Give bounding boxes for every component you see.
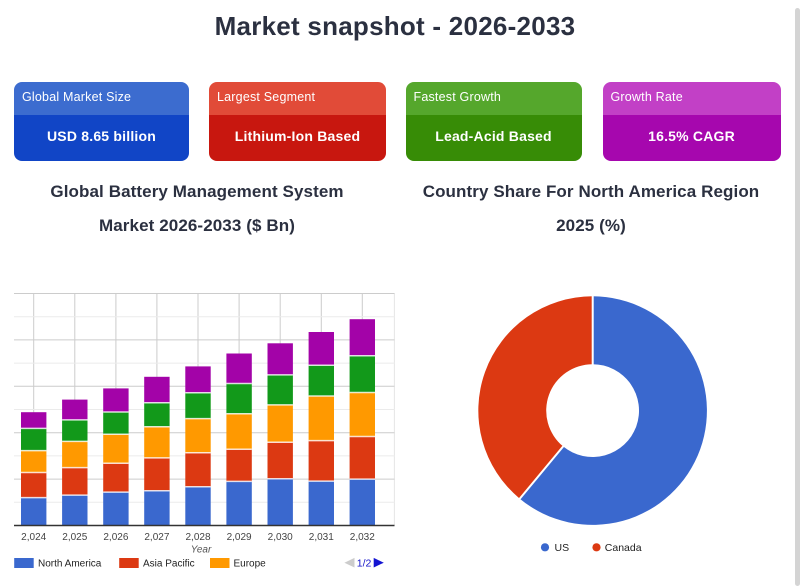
svg-text:Asia Pacific: Asia Pacific	[143, 559, 195, 570]
svg-text:North America: North America	[38, 559, 102, 570]
svg-text:2,032: 2,032	[350, 532, 375, 543]
svg-text:2,028: 2,028	[185, 532, 210, 543]
svg-text:Canada: Canada	[605, 542, 642, 554]
svg-text:2,031: 2,031	[309, 532, 334, 543]
svg-text:Year: Year	[191, 545, 212, 556]
svg-text:2,026: 2,026	[103, 532, 128, 543]
svg-text:2,024: 2,024	[21, 532, 46, 543]
svg-text:2,029: 2,029	[227, 532, 252, 543]
svg-text:Europe: Europe	[234, 559, 267, 570]
svg-text:2,030: 2,030	[268, 532, 293, 543]
svg-text:2,025: 2,025	[62, 532, 87, 543]
svg-text:1/2: 1/2	[357, 558, 372, 570]
svg-text:2,027: 2,027	[144, 532, 169, 543]
svg-text:US: US	[555, 542, 570, 554]
